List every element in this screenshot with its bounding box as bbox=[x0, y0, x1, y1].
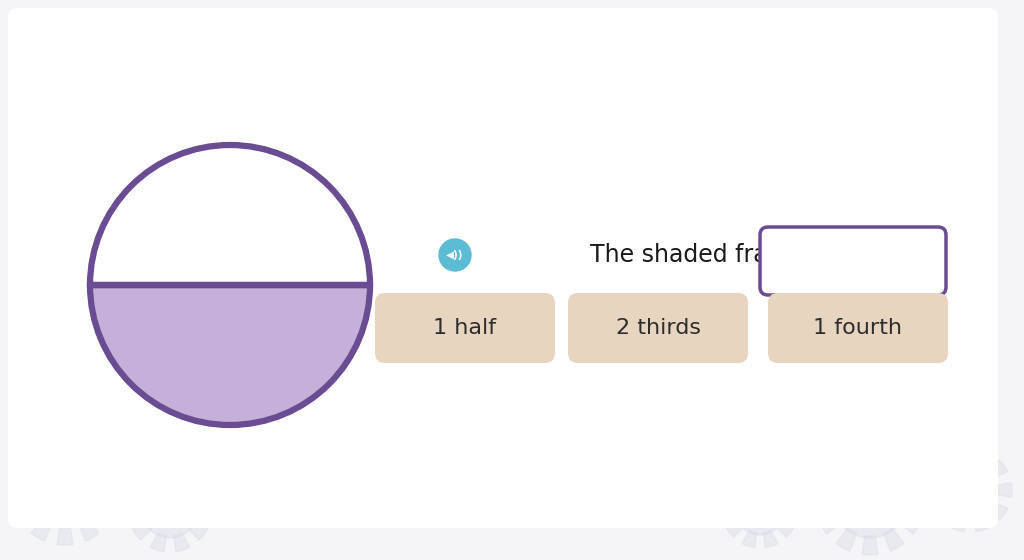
Circle shape bbox=[439, 239, 471, 271]
Wedge shape bbox=[188, 480, 208, 498]
Wedge shape bbox=[742, 473, 757, 489]
FancyBboxPatch shape bbox=[375, 293, 555, 363]
Wedge shape bbox=[884, 449, 904, 472]
Circle shape bbox=[142, 482, 198, 538]
Wedge shape bbox=[57, 526, 73, 545]
Wedge shape bbox=[928, 483, 944, 497]
Wedge shape bbox=[862, 535, 878, 555]
Wedge shape bbox=[950, 513, 967, 531]
Wedge shape bbox=[905, 492, 925, 508]
Wedge shape bbox=[90, 285, 370, 425]
Text: 2 thirds: 2 thirds bbox=[615, 318, 700, 338]
Wedge shape bbox=[726, 520, 744, 537]
Text: The shaded fraction is: The shaded fraction is bbox=[590, 243, 853, 267]
Wedge shape bbox=[14, 456, 37, 477]
Wedge shape bbox=[988, 460, 1008, 479]
Circle shape bbox=[27, 452, 103, 528]
Wedge shape bbox=[174, 468, 189, 487]
Wedge shape bbox=[763, 473, 778, 489]
Wedge shape bbox=[819, 514, 842, 534]
FancyBboxPatch shape bbox=[768, 293, 948, 363]
FancyBboxPatch shape bbox=[8, 8, 998, 528]
Wedge shape bbox=[988, 501, 1008, 520]
Wedge shape bbox=[836, 449, 857, 472]
Circle shape bbox=[831, 462, 908, 538]
Wedge shape bbox=[79, 439, 99, 462]
Circle shape bbox=[942, 462, 998, 518]
Text: 1 fourth: 1 fourth bbox=[813, 318, 902, 338]
Wedge shape bbox=[132, 480, 152, 498]
Wedge shape bbox=[862, 445, 878, 464]
Wedge shape bbox=[93, 503, 116, 524]
Wedge shape bbox=[151, 468, 166, 487]
Wedge shape bbox=[90, 145, 370, 285]
Wedge shape bbox=[819, 466, 842, 487]
Text: 1 half: 1 half bbox=[433, 318, 497, 338]
Wedge shape bbox=[57, 435, 73, 454]
Wedge shape bbox=[932, 460, 952, 479]
Wedge shape bbox=[974, 449, 989, 467]
Wedge shape bbox=[174, 533, 189, 552]
Wedge shape bbox=[196, 503, 212, 517]
Wedge shape bbox=[722, 503, 737, 516]
Wedge shape bbox=[950, 449, 967, 467]
Wedge shape bbox=[815, 492, 835, 508]
Wedge shape bbox=[100, 482, 120, 498]
Wedge shape bbox=[10, 482, 30, 498]
Wedge shape bbox=[782, 503, 798, 516]
Wedge shape bbox=[974, 513, 989, 531]
Wedge shape bbox=[132, 521, 152, 540]
Circle shape bbox=[735, 485, 785, 535]
Text: ◀)): ◀)) bbox=[446, 250, 464, 260]
Wedge shape bbox=[776, 483, 795, 500]
Wedge shape bbox=[742, 530, 757, 548]
Wedge shape bbox=[776, 520, 795, 537]
Wedge shape bbox=[14, 503, 37, 524]
Wedge shape bbox=[898, 514, 921, 534]
Wedge shape bbox=[932, 501, 952, 520]
Wedge shape bbox=[836, 528, 857, 551]
Wedge shape bbox=[151, 533, 166, 552]
Wedge shape bbox=[31, 439, 51, 462]
Wedge shape bbox=[884, 528, 904, 551]
Wedge shape bbox=[128, 503, 144, 517]
Wedge shape bbox=[31, 518, 51, 541]
Wedge shape bbox=[79, 518, 99, 541]
Wedge shape bbox=[188, 521, 208, 540]
FancyBboxPatch shape bbox=[760, 227, 946, 295]
Wedge shape bbox=[995, 483, 1012, 497]
Wedge shape bbox=[726, 483, 744, 500]
Wedge shape bbox=[763, 530, 778, 548]
Wedge shape bbox=[93, 456, 116, 477]
Wedge shape bbox=[898, 466, 921, 487]
FancyBboxPatch shape bbox=[568, 293, 748, 363]
